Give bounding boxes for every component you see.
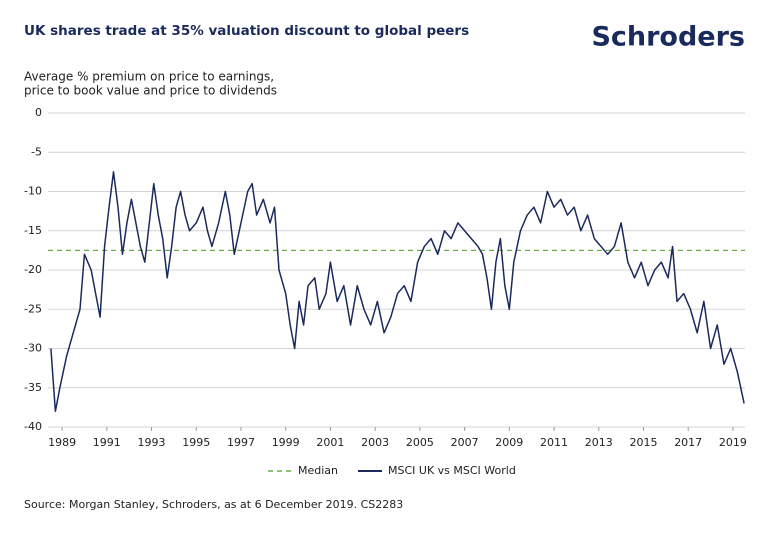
- x-tick-label: 1995: [182, 436, 210, 449]
- x-tick-label: 2001: [316, 436, 344, 449]
- y-tick-label: -10: [24, 185, 42, 198]
- x-tick-label: 1991: [93, 436, 121, 449]
- y-tick-label: 0: [35, 106, 42, 119]
- x-tick-label: 1993: [138, 436, 166, 449]
- logo: Schroders: [591, 22, 745, 53]
- x-tick-label: 1989: [48, 436, 76, 449]
- y-tick-label: -20: [24, 263, 42, 276]
- chart-title: UK shares trade at 35% valuation discoun…: [24, 23, 469, 39]
- x-tick-label: 2017: [674, 436, 702, 449]
- legend-label: MSCI UK vs MSCI World: [388, 464, 516, 477]
- x-tick-label: 2005: [406, 436, 434, 449]
- y-tick-label: -30: [24, 342, 42, 355]
- y-tick-label: -25: [24, 302, 42, 315]
- x-tick-label: 2003: [361, 436, 389, 449]
- legend-label: Median: [298, 464, 338, 477]
- x-tick-label: 1999: [272, 436, 300, 449]
- y-tick-label: -5: [31, 145, 42, 158]
- y-tick-label: -15: [24, 224, 42, 237]
- x-tick-label: 2013: [585, 436, 613, 449]
- subtitle: price to book value and price to dividen…: [24, 84, 277, 98]
- x-tick-label: 2015: [629, 436, 657, 449]
- source: Source: Morgan Stanley, Schroders, as at…: [24, 498, 403, 511]
- x-tick-label: 1997: [227, 436, 255, 449]
- x-tick-label: 2019: [719, 436, 747, 449]
- x-tick-label: 2009: [495, 436, 523, 449]
- x-tick-label: 2011: [540, 436, 568, 449]
- data-line: [50, 171, 745, 413]
- x-tick-label: 2007: [451, 436, 479, 449]
- y-tick-label: -35: [24, 381, 42, 394]
- subtitle: Average % premium on price to earnings,: [24, 70, 274, 84]
- y-tick-label: -40: [24, 420, 42, 433]
